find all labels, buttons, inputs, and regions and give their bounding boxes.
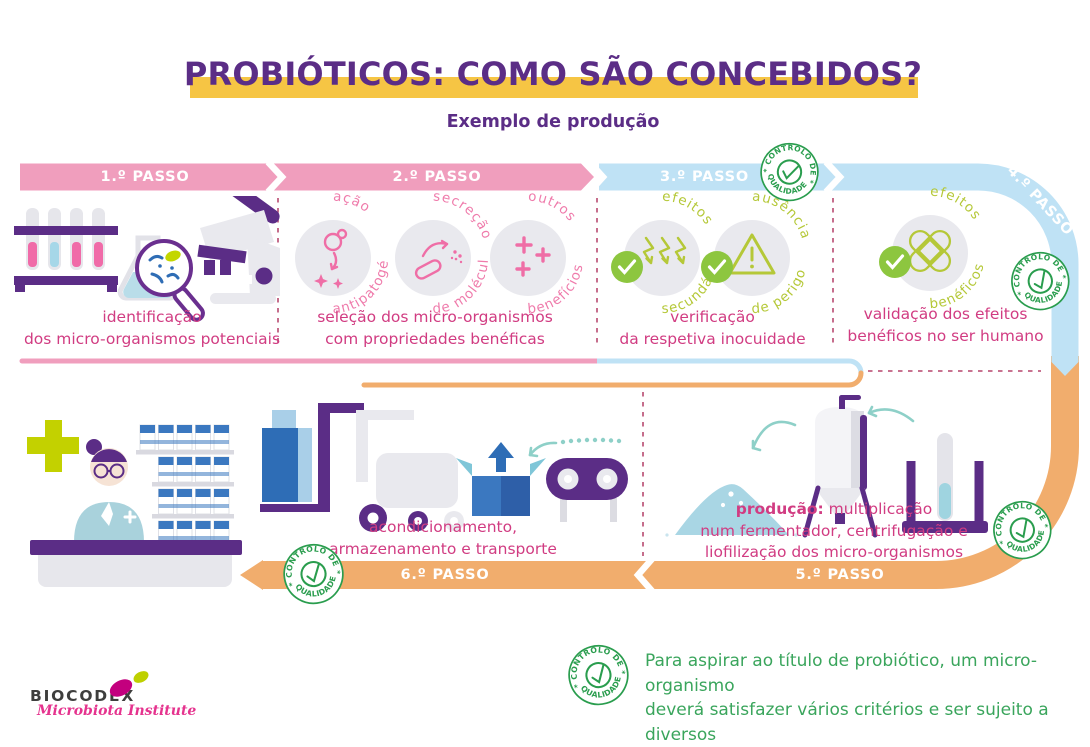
- forklift-icon: [260, 403, 464, 532]
- arrow-to-fermentor-icon: [867, 408, 915, 423]
- check-icon: [1015, 518, 1028, 539]
- band-label-step6: 6.º PASSO: [400, 567, 490, 583]
- benefit-circle-other: outros benefícios: [458, 188, 598, 328]
- pharmacy-illustration: [27, 420, 242, 587]
- dotted-flow-icon: [560, 437, 622, 445]
- caption-step6: acondicionamento, armazenamento e transp…: [329, 518, 557, 558]
- counter-icon: [30, 540, 242, 587]
- production-illustration: [665, 395, 988, 538]
- caption-step4: validação dos efeitos benéficos no ser h…: [847, 305, 1044, 345]
- caption-step5-lines: num fermentador, centrifugação e liofili…: [700, 521, 968, 562]
- caption-step5-rest: multiplicação: [823, 500, 933, 518]
- check-circle-side-effects: efeitos secundários: [588, 176, 732, 328]
- medicine-shelves-icon: [136, 424, 234, 551]
- lab-illustration: [14, 196, 280, 322]
- footer-note: Para aspirar ao título de probiótico, um…: [645, 651, 1049, 745]
- conveyor-belt-icon: [528, 437, 628, 522]
- band-blue: [599, 163, 1079, 350]
- separator-line-orange: [361, 370, 864, 388]
- check-icon: [782, 164, 800, 180]
- pharmacy-cross-icon: [27, 420, 79, 472]
- powder-pile-icon: [665, 484, 798, 537]
- microscope-icon: [190, 196, 280, 304]
- side-effects-bolts-icon: [642, 236, 687, 265]
- band-blue-arrowhead: [1051, 349, 1079, 376]
- warning-triangle-icon: [728, 233, 776, 275]
- caption-step5-bold: produção:: [735, 500, 824, 518]
- quality-stamp: * CONTROLO DE * QUALIDADE: [1002, 243, 1080, 324]
- page-subtitle: Exemplo de produção: [446, 112, 660, 132]
- open-box-icon: [456, 442, 546, 516]
- caption-step5: produção: multiplicação num fermentador,…: [658, 499, 1010, 585]
- band-label-step3: 3.º PASSO: [659, 169, 750, 185]
- check-circle-no-danger: ausência de perigo: [682, 188, 822, 328]
- band-label-step1: 1.º PASSO: [100, 169, 190, 185]
- check-icon: [1033, 269, 1046, 290]
- check-circle-benefits: efeitos benéficos: [860, 183, 1000, 323]
- arrow-to-pile-icon: [751, 420, 797, 450]
- band-label-step5: 5.º PASSO: [795, 567, 885, 583]
- title-highlight-bar: [190, 77, 918, 98]
- benefit-circle-secretion: secreção de moléculas: [358, 176, 503, 328]
- brand-tagline: Microbiota Institute: [37, 703, 197, 719]
- check-icon: [306, 562, 320, 583]
- pathogen-sparks-icon: [314, 274, 343, 289]
- molecule-dots-icon: [450, 250, 463, 264]
- band-chevrons: [265, 159, 845, 594]
- caption-step1: identificação dos micro-organismos poten…: [23, 308, 281, 348]
- arrow-left-icon: [528, 441, 558, 457]
- band-pink: [20, 163, 594, 191]
- molecule-secretion-icon: [414, 239, 449, 280]
- test-tube-stand-icon: [902, 433, 988, 533]
- brand-leaves-icon: [109, 671, 149, 697]
- antipathogenic-action-icon: [323, 228, 348, 271]
- check-icon: [591, 663, 605, 684]
- pharmacist-icon: [74, 439, 144, 547]
- magnifying-glass-icon: [135, 239, 205, 322]
- caption-step2: seleção dos micro-organismos com proprie…: [317, 308, 553, 348]
- check-badge-icon: [879, 246, 911, 278]
- svg-text:outros: outros: [528, 189, 580, 225]
- page-title: PROBIÓTICOS: COMO SÃO CONCEBIDOS?: [183, 55, 923, 93]
- check-badge-icon: [701, 251, 733, 283]
- test-tube-rack-icon: [14, 208, 118, 292]
- plus-signs-icon: [515, 236, 551, 277]
- brand-logo-text: BIOCODEX: [30, 687, 136, 705]
- crossed-bandaids-icon: [908, 229, 952, 273]
- fermentor-icon: [802, 395, 878, 538]
- benefit-circle-antipathogenic: ação antipatogénica: [258, 176, 403, 328]
- check-badge-icon: [611, 251, 643, 283]
- separator-line-blue: [597, 358, 864, 374]
- band-orange-arrowhead: [240, 560, 263, 590]
- band-label-step2: 2.º PASSO: [392, 169, 482, 185]
- packaging-transport-illustration: [260, 403, 628, 532]
- caption-step3: verificação da respetiva inocuidade: [619, 308, 806, 348]
